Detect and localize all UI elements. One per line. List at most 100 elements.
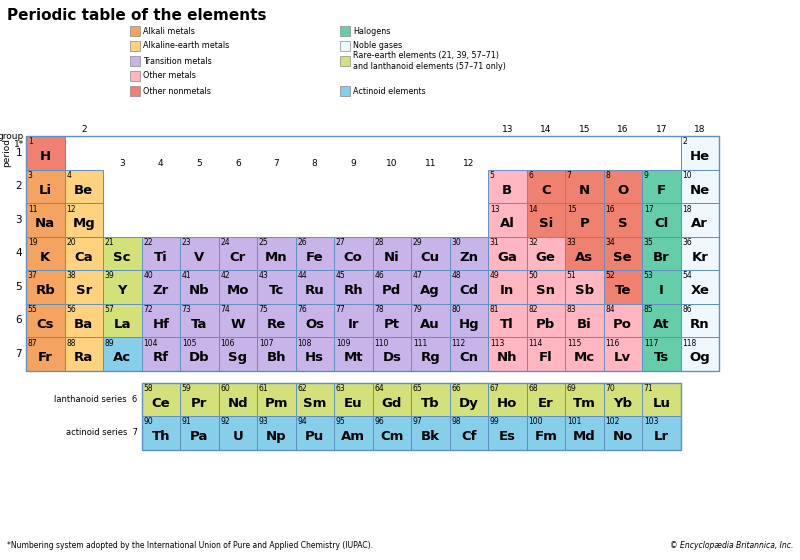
Text: 73: 73 [182, 305, 191, 314]
Text: Am: Am [342, 430, 366, 444]
Text: 83: 83 [566, 305, 577, 314]
Text: 14: 14 [540, 125, 551, 134]
FancyBboxPatch shape [65, 337, 103, 371]
Text: Nb: Nb [189, 284, 210, 297]
Text: © Encyclopædia Britannica, Inc.: © Encyclopædia Britannica, Inc. [670, 541, 793, 550]
Text: Sc: Sc [114, 251, 131, 264]
Text: 5: 5 [15, 282, 22, 292]
Text: 109: 109 [336, 338, 350, 348]
Text: Tm: Tm [573, 397, 596, 410]
Text: 18: 18 [682, 204, 692, 213]
Text: 111: 111 [413, 338, 427, 348]
FancyBboxPatch shape [26, 337, 65, 371]
FancyBboxPatch shape [257, 270, 295, 304]
Text: Nd: Nd [227, 397, 248, 410]
Text: Si: Si [538, 217, 553, 230]
Text: Fm: Fm [534, 430, 557, 444]
FancyBboxPatch shape [257, 304, 295, 337]
Text: Db: Db [189, 351, 210, 364]
Text: 108: 108 [298, 338, 312, 348]
Text: Tb: Tb [421, 397, 439, 410]
Text: Be: Be [74, 184, 94, 197]
FancyBboxPatch shape [450, 270, 488, 304]
FancyBboxPatch shape [565, 304, 603, 337]
Text: Ni: Ni [384, 251, 400, 264]
FancyBboxPatch shape [488, 416, 526, 450]
Text: 36: 36 [682, 238, 692, 247]
FancyBboxPatch shape [26, 270, 65, 304]
Text: Hs: Hs [306, 351, 324, 364]
Text: Alkali metals: Alkali metals [143, 26, 195, 35]
FancyBboxPatch shape [295, 270, 334, 304]
Text: 7: 7 [15, 349, 22, 359]
Text: 11: 11 [425, 160, 436, 169]
FancyBboxPatch shape [450, 382, 488, 416]
Text: Zn: Zn [459, 251, 478, 264]
Text: 68: 68 [528, 384, 538, 393]
Text: Au: Au [420, 318, 440, 331]
Text: He: He [690, 150, 710, 164]
Text: 1*: 1* [14, 140, 24, 149]
Text: 63: 63 [336, 384, 346, 393]
Text: 118: 118 [682, 338, 697, 348]
Text: 17: 17 [644, 204, 654, 213]
FancyBboxPatch shape [681, 304, 719, 337]
FancyBboxPatch shape [526, 270, 565, 304]
FancyBboxPatch shape [142, 236, 180, 270]
FancyBboxPatch shape [130, 26, 140, 36]
FancyBboxPatch shape [334, 337, 373, 371]
FancyBboxPatch shape [411, 304, 450, 337]
Text: 97: 97 [413, 418, 422, 427]
Text: 85: 85 [644, 305, 654, 314]
FancyBboxPatch shape [681, 236, 719, 270]
FancyBboxPatch shape [103, 236, 142, 270]
Text: 65: 65 [413, 384, 422, 393]
Text: 16: 16 [606, 204, 615, 213]
Text: 91: 91 [182, 418, 191, 427]
FancyBboxPatch shape [26, 304, 65, 337]
FancyBboxPatch shape [642, 337, 681, 371]
Text: 89: 89 [105, 338, 114, 348]
FancyBboxPatch shape [488, 170, 526, 203]
FancyBboxPatch shape [565, 382, 603, 416]
FancyBboxPatch shape [334, 304, 373, 337]
Text: Actinoid elements: Actinoid elements [353, 86, 426, 96]
Text: 69: 69 [566, 384, 577, 393]
Text: 42: 42 [220, 272, 230, 281]
Text: Mt: Mt [343, 351, 363, 364]
Text: Os: Os [305, 318, 324, 331]
FancyBboxPatch shape [340, 41, 350, 51]
Text: Bh: Bh [266, 351, 286, 364]
FancyBboxPatch shape [218, 382, 257, 416]
Text: Cu: Cu [421, 251, 440, 264]
FancyBboxPatch shape [130, 86, 140, 96]
Text: 45: 45 [336, 272, 346, 281]
Text: Sg: Sg [228, 351, 247, 364]
FancyBboxPatch shape [488, 337, 526, 371]
FancyBboxPatch shape [257, 337, 295, 371]
Text: Ce: Ce [151, 397, 170, 410]
Text: Fl: Fl [539, 351, 553, 364]
Text: 52: 52 [606, 272, 615, 281]
FancyBboxPatch shape [373, 382, 411, 416]
FancyBboxPatch shape [681, 203, 719, 236]
Text: Cr: Cr [230, 251, 246, 264]
Text: 117: 117 [644, 338, 658, 348]
Text: 64: 64 [374, 384, 384, 393]
FancyBboxPatch shape [565, 270, 603, 304]
Text: Mo: Mo [226, 284, 249, 297]
Text: Rg: Rg [420, 351, 440, 364]
Text: Fe: Fe [306, 251, 323, 264]
Text: In: In [500, 284, 514, 297]
Text: 95: 95 [336, 418, 346, 427]
Text: K: K [40, 251, 50, 264]
Text: 70: 70 [606, 384, 615, 393]
Text: 102: 102 [606, 418, 620, 427]
Text: 67: 67 [490, 384, 499, 393]
FancyBboxPatch shape [340, 56, 350, 66]
Text: 23: 23 [182, 238, 191, 247]
FancyBboxPatch shape [142, 382, 180, 416]
Text: 75: 75 [259, 305, 269, 314]
Text: Periodic table of the elements: Periodic table of the elements [7, 8, 266, 23]
Text: Eu: Eu [344, 397, 362, 410]
